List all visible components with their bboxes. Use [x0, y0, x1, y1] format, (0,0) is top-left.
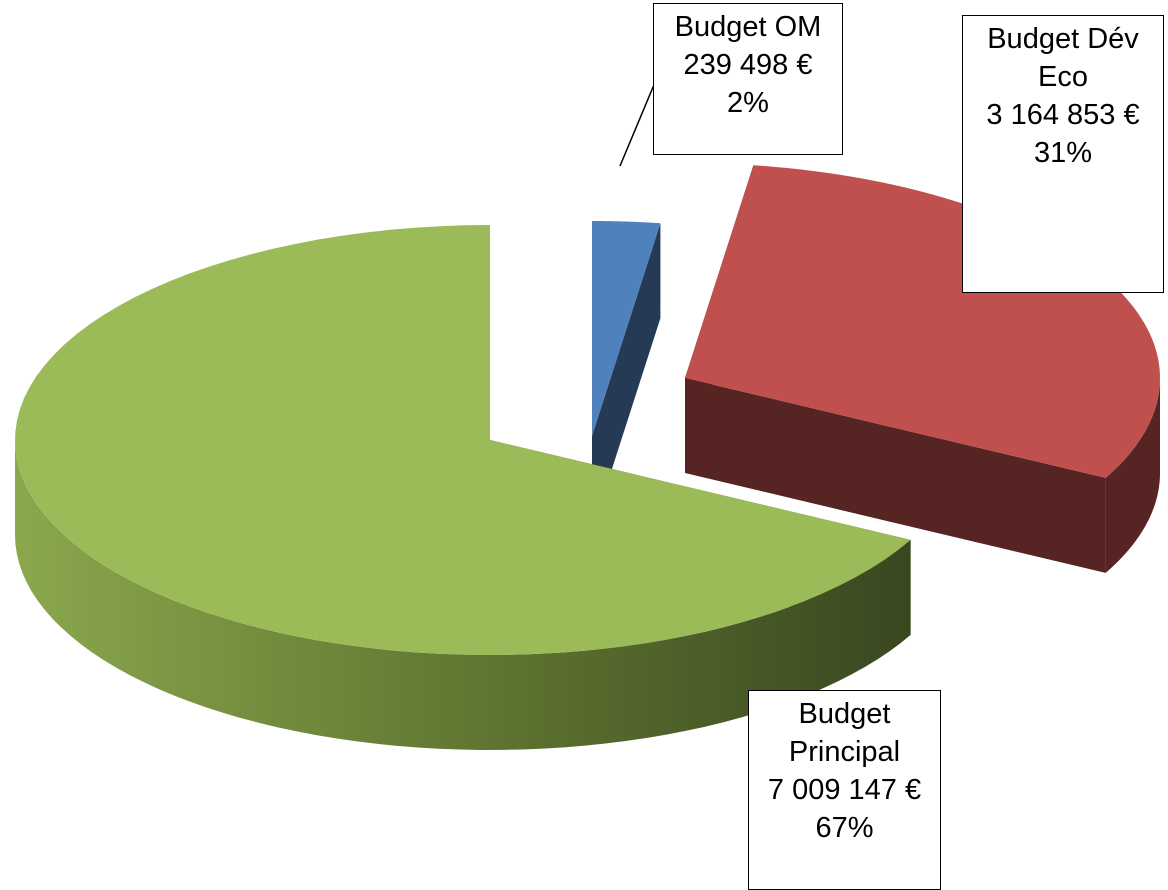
slice-wall [15, 440, 911, 750]
category-label: Budget OM [674, 11, 822, 43]
label-box: Budget Dév Eco 3 164 853 € 31% [962, 15, 1164, 293]
value-label: 3 164 853 € [986, 99, 1140, 131]
slice [15, 225, 911, 655]
slice-side [592, 223, 661, 531]
value-label: 7 009 147 € [767, 774, 922, 806]
value-label: 239 498 € [683, 49, 813, 81]
slices [15, 165, 1160, 750]
slice-wall [1105, 378, 1160, 573]
category-label: Budget Dév Eco [987, 23, 1139, 93]
label-box: Budget Principal 7 009 147 € 67% [748, 690, 941, 890]
percent-label: 31% [1033, 137, 1093, 169]
category-label: Budget Principal [788, 698, 901, 768]
percent-label: 2% [727, 87, 769, 119]
percent-label: 67% [815, 812, 874, 844]
slice-side [685, 378, 1106, 573]
slice [592, 221, 661, 436]
label-box: Budget OM 239 498 € 2% [653, 3, 843, 155]
leader-line [619, 79, 657, 167]
